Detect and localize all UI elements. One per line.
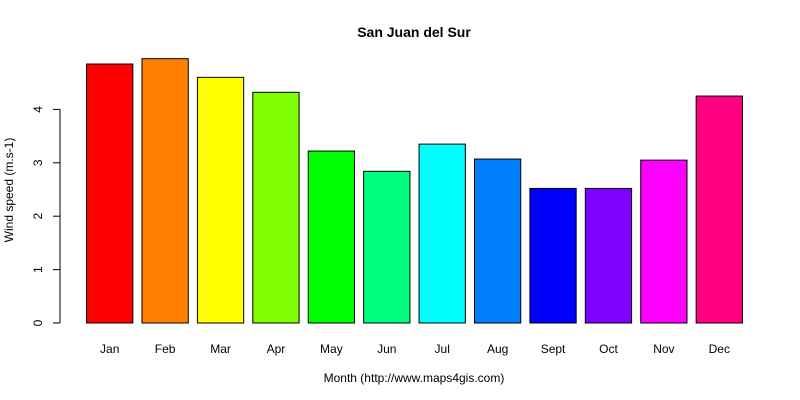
bar-jul [418, 143, 466, 324]
y-tick-label: 1 [31, 266, 45, 273]
x-tick-label: Sept [541, 342, 566, 356]
y-tick-label: 3 [31, 159, 45, 166]
chart-title: San Juan del Sur [357, 24, 471, 40]
x-tick-label: Jun [377, 342, 396, 356]
x-tick-label: May [320, 342, 343, 356]
bars-group [86, 58, 743, 324]
y-axis: 0 1 2 3 4 [31, 106, 61, 326]
bar-nov [640, 159, 688, 324]
y-tick-label: 4 [31, 106, 45, 113]
y-axis-label: Wind speed (m.s-1) [2, 138, 16, 243]
bar-feb [141, 58, 189, 324]
x-tick-label: Nov [653, 342, 674, 356]
x-tick-label: Feb [155, 342, 176, 356]
y-tick-label: 0 [31, 319, 45, 326]
y-tick-label: 2 [31, 213, 45, 220]
x-axis-label: Month (http://www.maps4gis.com) [324, 371, 505, 385]
x-tick-label: Apr [267, 342, 286, 356]
bar-dec [695, 95, 743, 324]
bar-aug [473, 158, 522, 324]
bar-jan [86, 63, 134, 324]
bar-may [307, 150, 356, 324]
x-tick-label: Aug [487, 342, 508, 356]
bar-mar [196, 76, 245, 324]
x-tick-label: Mar [210, 342, 231, 356]
bar-sept [529, 187, 577, 324]
bar-apr [252, 91, 300, 324]
x-tick-label: Dec [709, 342, 730, 356]
x-tick-labels: Jan Feb Mar Apr May Jun Jul Aug Sept Oct Nov Dec [100, 342, 730, 356]
x-tick-label: Jan [100, 342, 119, 356]
bar-jun [363, 170, 411, 324]
x-tick-label: Jul [435, 342, 450, 356]
x-tick-label: Oct [599, 342, 618, 356]
bar-oct [584, 187, 633, 324]
